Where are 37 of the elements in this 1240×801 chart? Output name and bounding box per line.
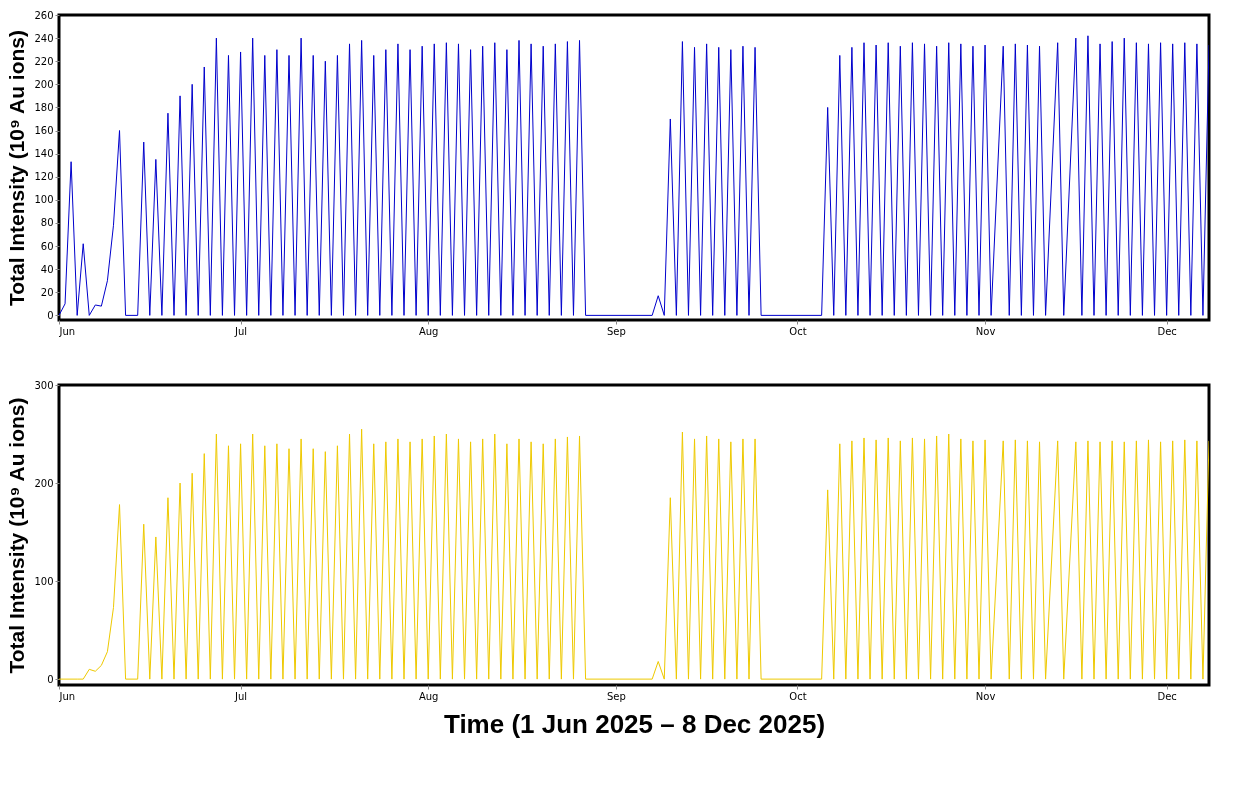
x-tick-label: Aug [418, 690, 439, 702]
y-tick-label: 240 [34, 32, 54, 44]
x-axis-title: Time (1 Jun 2025 – 8 Dec 2025) [443, 708, 826, 739]
x-tick-label: Nov [975, 325, 996, 337]
x-tick-label: Dec [1157, 325, 1177, 337]
y-axis-title: Total Intensity (10⁹ Au ions) [5, 30, 29, 306]
line-series [59, 428, 1209, 680]
y-tick-label: 300 [34, 379, 54, 391]
x-tick-label: Jun [58, 690, 76, 702]
y-tick-label: 100 [34, 194, 54, 206]
y-tick-label: 200 [34, 477, 54, 489]
x-tick-label: Jul [234, 325, 248, 337]
x-tick-label: Oct [789, 325, 807, 337]
y-tick-label: 120 [34, 171, 54, 183]
y-tick-label: 20 [40, 286, 54, 298]
y-axis-title: Total Intensity (10⁹ Au ions) [5, 397, 29, 674]
y-tick-label: 180 [34, 101, 54, 113]
line-series [59, 35, 1209, 316]
y-tick-label: 220 [34, 55, 54, 67]
y-tick-label: 60 [40, 240, 54, 252]
y-tick-label: 140 [34, 148, 54, 160]
x-tick-label: Jun [58, 325, 76, 337]
x-tick-label: Nov [975, 690, 996, 702]
x-tick-label: Dec [1157, 690, 1177, 702]
y-tick-label: 0 [47, 673, 54, 685]
x-tick-label: Sep [606, 690, 626, 702]
x-tick-label: Aug [418, 325, 439, 337]
y-tick-label: 80 [40, 217, 54, 229]
y-tick-label: 100 [34, 575, 54, 587]
y-tick-label: 40 [40, 263, 54, 275]
x-tick-label: Oct [789, 690, 807, 702]
y-tick-label: 200 [34, 78, 54, 90]
y-tick-label: 160 [34, 125, 54, 137]
x-tick-label: Jul [234, 690, 248, 702]
y-tick-label: 260 [34, 9, 54, 21]
y-tick-label: 0 [47, 309, 54, 321]
x-tick-label: Sep [606, 325, 626, 337]
